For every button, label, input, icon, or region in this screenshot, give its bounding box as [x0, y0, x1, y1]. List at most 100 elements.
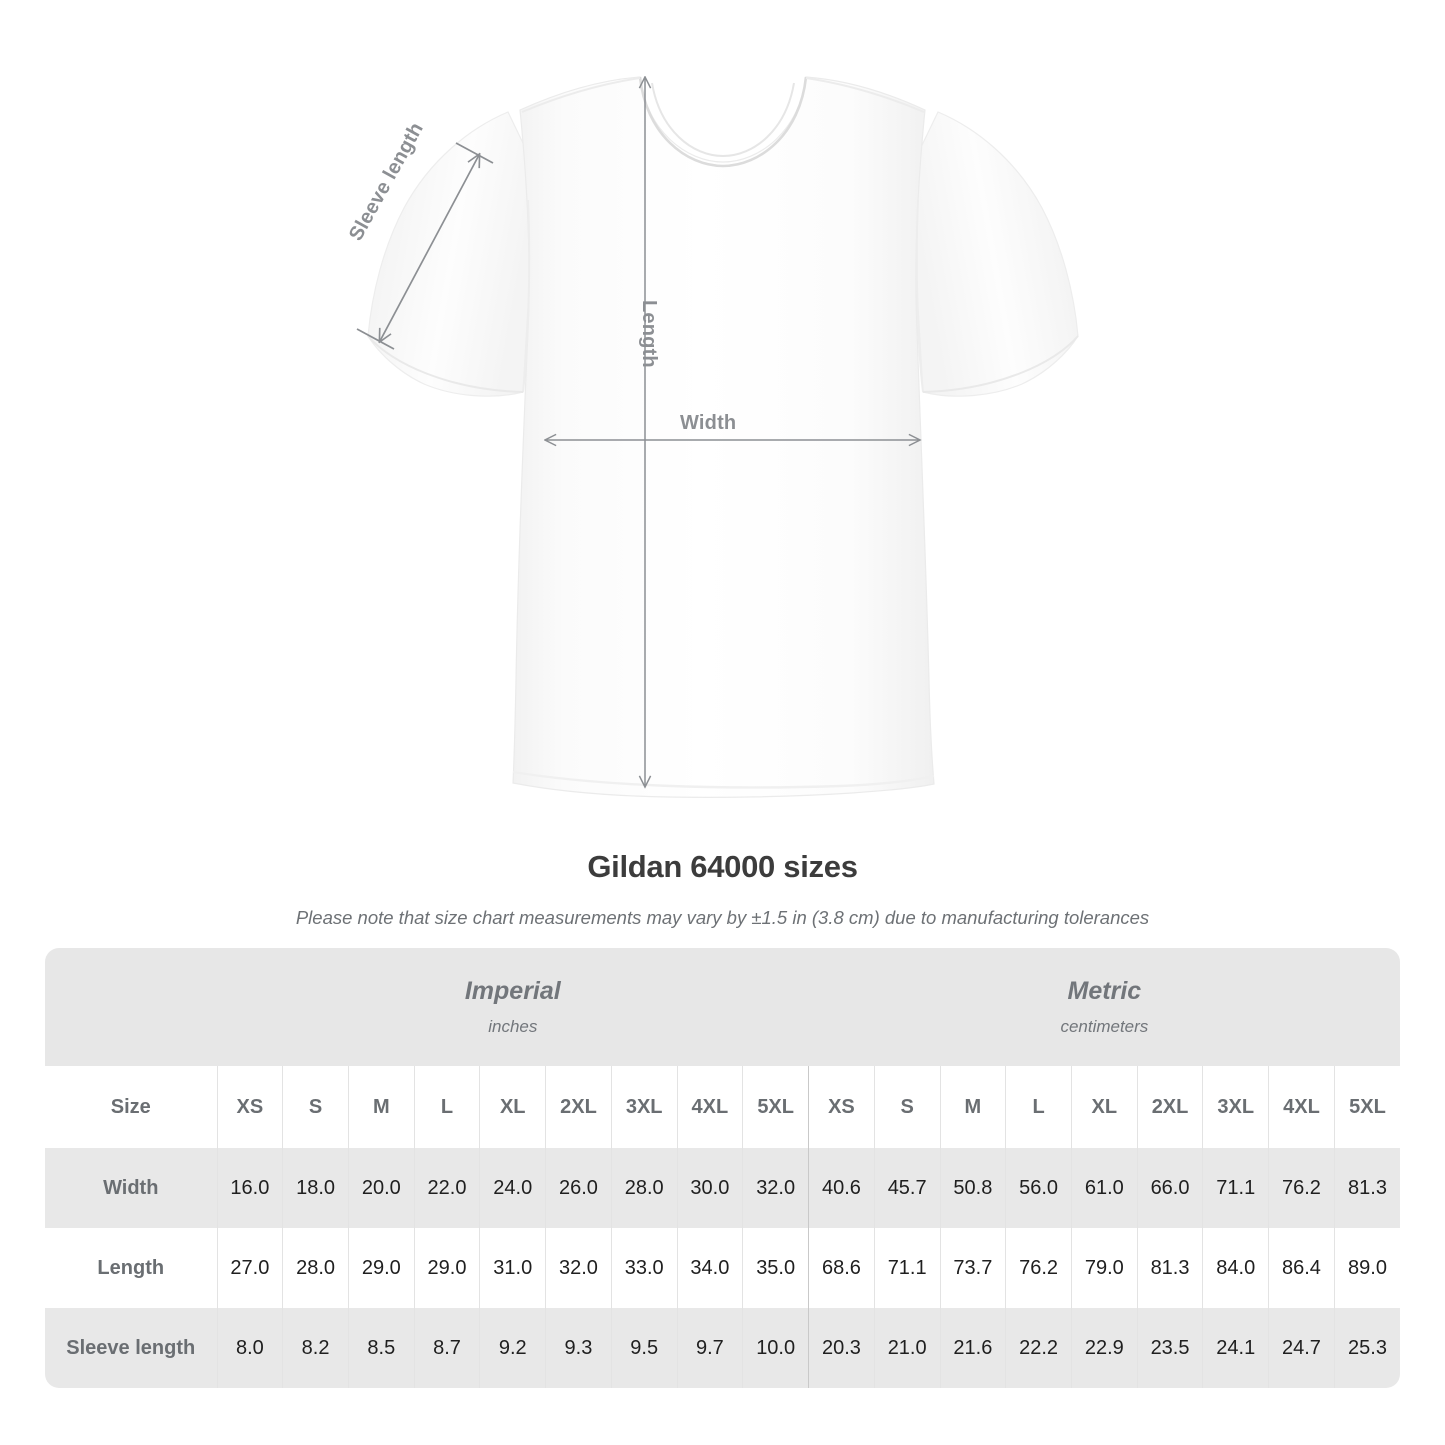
measurement-cell: 9.7	[676, 1308, 743, 1388]
measurement-cell: 71.1	[873, 1228, 941, 1308]
width-dimension-label: Width	[680, 412, 737, 434]
measurement-cell: 32.0	[742, 1148, 809, 1228]
measurement-cell: 25.3	[1333, 1308, 1401, 1388]
sleeve-length-arrow	[380, 155, 479, 341]
unit-system-unit: centimeters	[1060, 1017, 1149, 1036]
measurement-row-label: Length	[45, 1228, 217, 1308]
measurement-row-label: Width	[45, 1148, 217, 1228]
size-header-cell: 4XL	[1268, 1066, 1335, 1148]
length-dimension-label: Length	[638, 300, 660, 368]
measurement-cell: 40.6	[808, 1148, 875, 1228]
measurement-cell: 31.0	[479, 1228, 546, 1308]
measurement-cell: 71.1	[1202, 1148, 1269, 1228]
right-shoulder-seam	[805, 77, 925, 113]
unit-system-name: Imperial	[464, 977, 561, 1005]
size-header-cell: XS	[216, 1066, 283, 1148]
size-header-cell: 2XL	[545, 1066, 612, 1148]
measurement-tolerance-note: Please note that size chart measurements…	[295, 907, 1150, 928]
title-block: Gildan 64000 sizes Please note that size…	[0, 845, 1445, 931]
measurement-cell: 22.9	[1070, 1308, 1138, 1388]
size-column-header: Size	[45, 1066, 217, 1148]
measurement-cell: 89.0	[1333, 1228, 1401, 1308]
measurement-cell: 76.2	[1005, 1228, 1072, 1308]
measurement-cell: 27.0	[216, 1228, 283, 1308]
measurement-cell: 8.0	[216, 1308, 283, 1388]
size-header-cell: 4XL	[676, 1066, 743, 1148]
measurement-cell: 33.0	[610, 1228, 678, 1308]
measurement-cell: 76.2	[1268, 1148, 1335, 1228]
table-row: Length 27.0 28.0 29.0 29.0 31.0 32.0 33.0 34.0 35…	[45, 1228, 1401, 1308]
measurement-cell: 29.0	[347, 1228, 415, 1308]
size-header-cell: S	[873, 1066, 941, 1148]
size-header-cell: L	[413, 1066, 480, 1148]
measurement-cell: 21.6	[939, 1308, 1006, 1388]
measurement-cell: 61.0	[1070, 1148, 1138, 1228]
table-row: Width 16.0 18.0 20.0 22.0 24.0 26.0 28.0 30.0 32.…	[45, 1148, 1401, 1228]
measurement-cell: 29.0	[413, 1228, 480, 1308]
measurement-cell: 35.0	[742, 1228, 809, 1308]
size-chart-container: Imperial inches Metric centimeters Size XS S M L…	[45, 948, 1401, 1388]
size-header-cell: XS	[808, 1066, 875, 1148]
size-header-cell: XL	[479, 1066, 546, 1148]
measurement-cell: 50.8	[939, 1148, 1006, 1228]
size-header-cell: M	[939, 1066, 1006, 1148]
measurement-cell: 28.0	[610, 1148, 678, 1228]
size-header-cell: 5XL	[1333, 1066, 1401, 1148]
shirt-body	[512, 76, 935, 798]
page-title: Gildan 64000 sizes	[587, 849, 858, 884]
size-header-cell: L	[1005, 1066, 1072, 1148]
measurement-cell: 8.5	[347, 1308, 415, 1388]
left-sleeve-hem	[367, 335, 524, 393]
size-header-cell: 5XL	[742, 1066, 809, 1148]
measurement-cell: 20.0	[347, 1148, 415, 1228]
measurement-cell: 18.0	[282, 1148, 349, 1228]
unit-system-unit: inches	[488, 1017, 538, 1036]
measurement-cell: 21.0	[873, 1308, 941, 1388]
measurement-cell: 16.0	[216, 1148, 283, 1228]
unit-banner-spacer	[45, 948, 217, 1066]
tshirt-illustration	[356, 0, 1079, 798]
measurement-cell: 20.3	[808, 1308, 875, 1388]
measurement-cell: 84.0	[1202, 1228, 1269, 1308]
measurement-cell: 30.0	[676, 1148, 743, 1228]
measurement-cell: 9.5	[610, 1308, 678, 1388]
measurement-cell: 26.0	[545, 1148, 612, 1228]
sleeve-length-tick-top	[455, 142, 494, 164]
measurement-row-label: Sleeve length	[45, 1308, 217, 1388]
size-header-cell: 3XL	[1202, 1066, 1269, 1148]
measurement-cell: 23.5	[1136, 1308, 1203, 1388]
measurement-cell: 56.0	[1005, 1148, 1072, 1228]
left-armhole-seam	[522, 199, 531, 393]
measurement-cell: 9.2	[479, 1308, 546, 1388]
measurement-cell: 8.7	[413, 1308, 480, 1388]
measurement-cell: 9.3	[545, 1308, 612, 1388]
unit-system-imperial: Imperial inches	[217, 948, 809, 1066]
measurement-cell: 86.4	[1268, 1228, 1335, 1308]
measurement-cell: 22.2	[1005, 1308, 1072, 1388]
left-shoulder-seam	[521, 77, 641, 113]
measurement-cell: 24.7	[1268, 1308, 1335, 1388]
measurement-cell: 8.2	[282, 1308, 349, 1388]
size-header-cell: M	[347, 1066, 415, 1148]
size-header-cell: S	[282, 1066, 349, 1148]
measurement-cell: 34.0	[676, 1228, 743, 1308]
measurement-cell: 24.0	[479, 1148, 546, 1228]
measurement-cell: 32.0	[545, 1228, 612, 1308]
tshirt-diagram: Sleeve length Length Width	[345, 0, 1079, 798]
right-sleeve	[909, 111, 1079, 397]
unit-system-banner-row: Imperial inches Metric centimeters	[45, 948, 1401, 1066]
measurement-cell: 45.7	[873, 1148, 941, 1228]
collar-inner	[651, 82, 795, 158]
hem-line	[512, 770, 935, 789]
measurement-cell: 73.7	[939, 1228, 1006, 1308]
measurement-cell: 28.0	[282, 1228, 349, 1308]
table-row: Sleeve length 8.0 8.2 8.5 8.7 9.2 9.3 9.5 9.7 10.…	[45, 1308, 1401, 1388]
measurement-cell: 68.6	[808, 1228, 875, 1308]
size-header-cell: 3XL	[610, 1066, 678, 1148]
measurement-cell: 79.0	[1070, 1228, 1138, 1308]
size-chart-table: Imperial inches Metric centimeters Size XS S M L…	[45, 948, 1401, 1388]
measurement-cell: 66.0	[1136, 1148, 1203, 1228]
measurement-cell: 81.3	[1333, 1148, 1401, 1228]
sleeve-length-tick-bottom	[356, 328, 395, 350]
unit-system-metric: Metric centimeters	[808, 948, 1401, 1066]
